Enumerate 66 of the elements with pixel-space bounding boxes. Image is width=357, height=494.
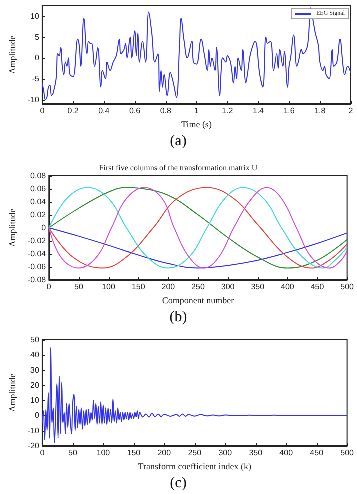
x-tick-label: 50	[68, 448, 78, 458]
y-tick-label: 50	[30, 336, 40, 344]
y-tick-label: 0.04	[30, 198, 47, 206]
x-tick-label: 400	[280, 448, 294, 458]
x-tick-label: 250	[188, 448, 202, 458]
y-tick-label: -0.08	[28, 276, 47, 284]
y-tick-label: 0.08	[30, 172, 47, 180]
x-tick-label: 250	[192, 282, 206, 292]
y-tick-label: -10	[28, 95, 40, 104]
x-tick-label: 450	[310, 448, 324, 458]
x-tick-label: 1	[194, 106, 200, 116]
x-tick-label: 1.8	[314, 106, 326, 116]
x-tick-label: 450	[310, 282, 325, 292]
x-tick-label: 1.4	[252, 106, 265, 116]
y-axis-title: Amplitude	[8, 208, 18, 248]
x-axis-title: Component number	[162, 295, 234, 306]
x-tick-label: 50	[74, 282, 84, 292]
x-tick-label: 300	[218, 448, 233, 458]
y-tick-label: 10	[30, 12, 40, 21]
y-tick-label: 0	[35, 54, 40, 63]
y-tick-label: -0.06	[28, 262, 47, 272]
y-axis-title: Amplitude	[8, 36, 18, 74]
x-tick-label: 150	[132, 282, 146, 292]
y-tick-label: 10	[30, 396, 40, 406]
line-series	[48, 228, 348, 269]
y-tick-label: 0	[42, 224, 47, 232]
text: (b)	[170, 310, 188, 326]
y-tick-label: -0.04	[28, 250, 47, 258]
x-tick-label: 150	[127, 448, 142, 458]
y-tick-label: 5	[35, 32, 40, 42]
x-tick-label: 500	[340, 448, 355, 458]
x-tick-label: 100	[102, 282, 116, 292]
x-tick-label: 1.6	[284, 106, 296, 116]
x-tick-label: 350	[249, 448, 264, 458]
x-tick-label: 200	[162, 282, 176, 292]
x-tick-label: 2	[348, 106, 354, 116]
x-tick-label: 0.6	[129, 106, 142, 116]
line-series	[42, 347, 348, 444]
y-tick-label: -20	[28, 442, 40, 450]
y-tick-label: 0.02	[30, 210, 47, 220]
x-tick-label: 200	[158, 448, 172, 458]
x-tick-label: 0.8	[160, 106, 172, 116]
y-tick-label: -10	[28, 426, 40, 436]
y-tick-label: 20	[30, 380, 40, 390]
x-tick-label: 0.4	[98, 106, 110, 116]
x-tick-label: 0.2	[68, 106, 80, 116]
line-series	[48, 187, 348, 269]
y-axis-title: Amplitude	[8, 374, 18, 412]
x-axis-title: Transform coefficient index (k)	[138, 461, 252, 472]
line-series	[42, 8, 352, 100]
y-tick-label: -0.02	[28, 236, 47, 246]
y-tick-label: 30	[30, 366, 40, 375]
text: (c)	[170, 476, 187, 492]
x-tick-label: 350	[251, 282, 266, 292]
y-tick-label: -5	[32, 74, 40, 84]
x-tick-label: 100	[96, 448, 111, 458]
y-tick-label: 0	[35, 411, 40, 420]
y-tick-label: 40	[30, 350, 40, 360]
x-axis-title: Time (s)	[182, 119, 212, 130]
x-tick-label: 1.2	[222, 106, 234, 116]
x-tick-label: 300	[221, 282, 236, 292]
text: (a)	[170, 134, 187, 150]
x-tick-label: 400	[281, 282, 295, 292]
chart-title: First five columns of the transformation matrix U	[99, 164, 258, 172]
x-tick-label: 500	[340, 282, 355, 292]
y-tick-label: 0.06	[30, 184, 47, 194]
